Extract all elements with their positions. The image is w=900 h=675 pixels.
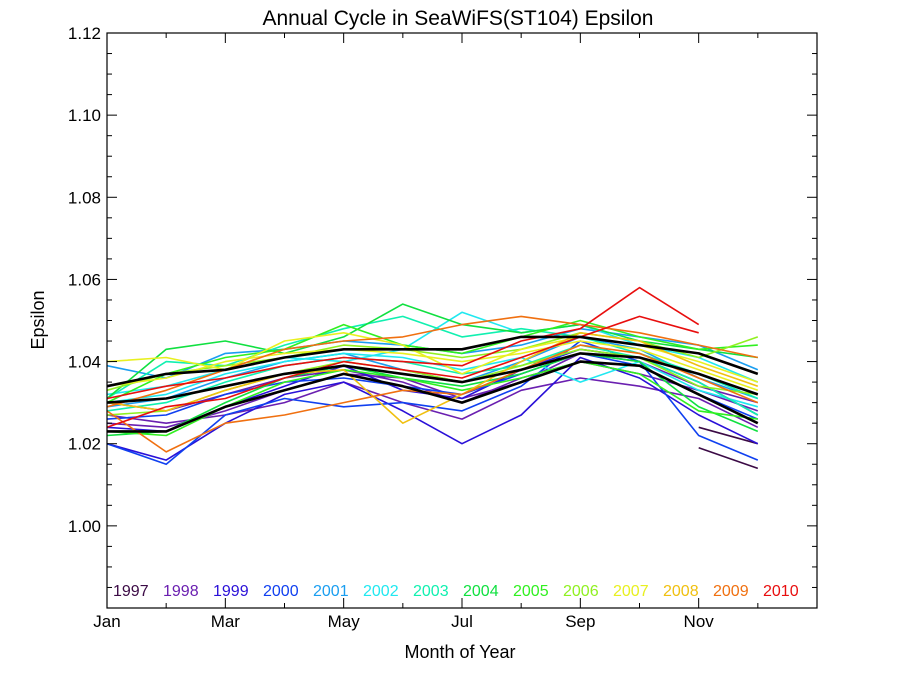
legend-item-2004: 2004 <box>463 583 499 600</box>
series-line-24 <box>106 331 759 425</box>
series-line-28 <box>106 315 699 429</box>
legend-item-2007: 2007 <box>613 583 649 600</box>
legend-item-2009: 2009 <box>713 583 749 600</box>
series-layer <box>106 286 759 470</box>
series-line-4 <box>106 377 759 429</box>
y-tick-label: 1.12 <box>68 24 101 43</box>
legend-item-2003: 2003 <box>413 583 449 600</box>
legend-item-2008: 2008 <box>663 583 699 600</box>
x-tick-label: Jan <box>93 612 120 631</box>
legend-item-1997: 1997 <box>113 583 149 600</box>
series-line-26 <box>106 315 758 408</box>
series-line-19 <box>106 360 758 437</box>
x-axis-label: Month of Year <box>404 642 515 662</box>
legend-item-1999: 1999 <box>213 583 249 600</box>
y-tick-label: 1.06 <box>68 270 101 289</box>
chart-title: Annual Cycle in SeaWiFS(ST104) Epsilon <box>262 7 653 30</box>
legend-item-2006: 2006 <box>563 583 599 600</box>
x-tick-label: Mar <box>211 612 241 631</box>
y-tick-label: 1.00 <box>68 517 101 536</box>
y-axis: 1.00 1.02 1.04 1.06 1.08 1.10 1.12 <box>68 24 817 609</box>
legend-item-2005: 2005 <box>513 583 549 600</box>
x-axis: Jan Mar May Jul Sep Nov <box>93 33 818 631</box>
legend-item-2010: 2010 <box>763 583 799 600</box>
series-line-2 <box>698 426 759 445</box>
legend-item-2001: 2001 <box>313 583 349 600</box>
series-line-30 <box>106 352 759 404</box>
plot-frame <box>106 32 818 609</box>
x-tick-label: Nov <box>684 612 715 631</box>
x-tick-label: May <box>328 612 361 631</box>
y-tick-label: 1.02 <box>68 435 101 454</box>
series-line-16 <box>106 303 758 400</box>
legend: 1997 1998 1999 2000 2001 2002 2003 2004 2005 2006… <box>113 583 799 600</box>
series-line-22 <box>106 331 759 383</box>
series-line-23 <box>106 340 759 392</box>
series-line-6 <box>106 356 759 461</box>
legend-item-2002: 2002 <box>363 583 399 600</box>
x-tick-label: Jul <box>451 612 473 631</box>
series-line-31 <box>107 360 759 433</box>
series-line-25 <box>106 344 759 453</box>
legend-item-1998: 1998 <box>163 583 199 600</box>
x-tick-label: Sep <box>565 612 595 631</box>
y-tick-label: 1.08 <box>68 188 101 207</box>
y-axis-label: Epsilon <box>28 290 48 349</box>
y-tick-label: 1.04 <box>68 353 101 372</box>
legend-item-2000: 2000 <box>263 583 299 600</box>
series-line-1 <box>698 447 759 470</box>
series-line-8 <box>106 340 759 466</box>
series-line-29 <box>106 335 759 388</box>
y-tick-label: 1.10 <box>68 106 101 125</box>
series-line-27 <box>106 286 700 400</box>
